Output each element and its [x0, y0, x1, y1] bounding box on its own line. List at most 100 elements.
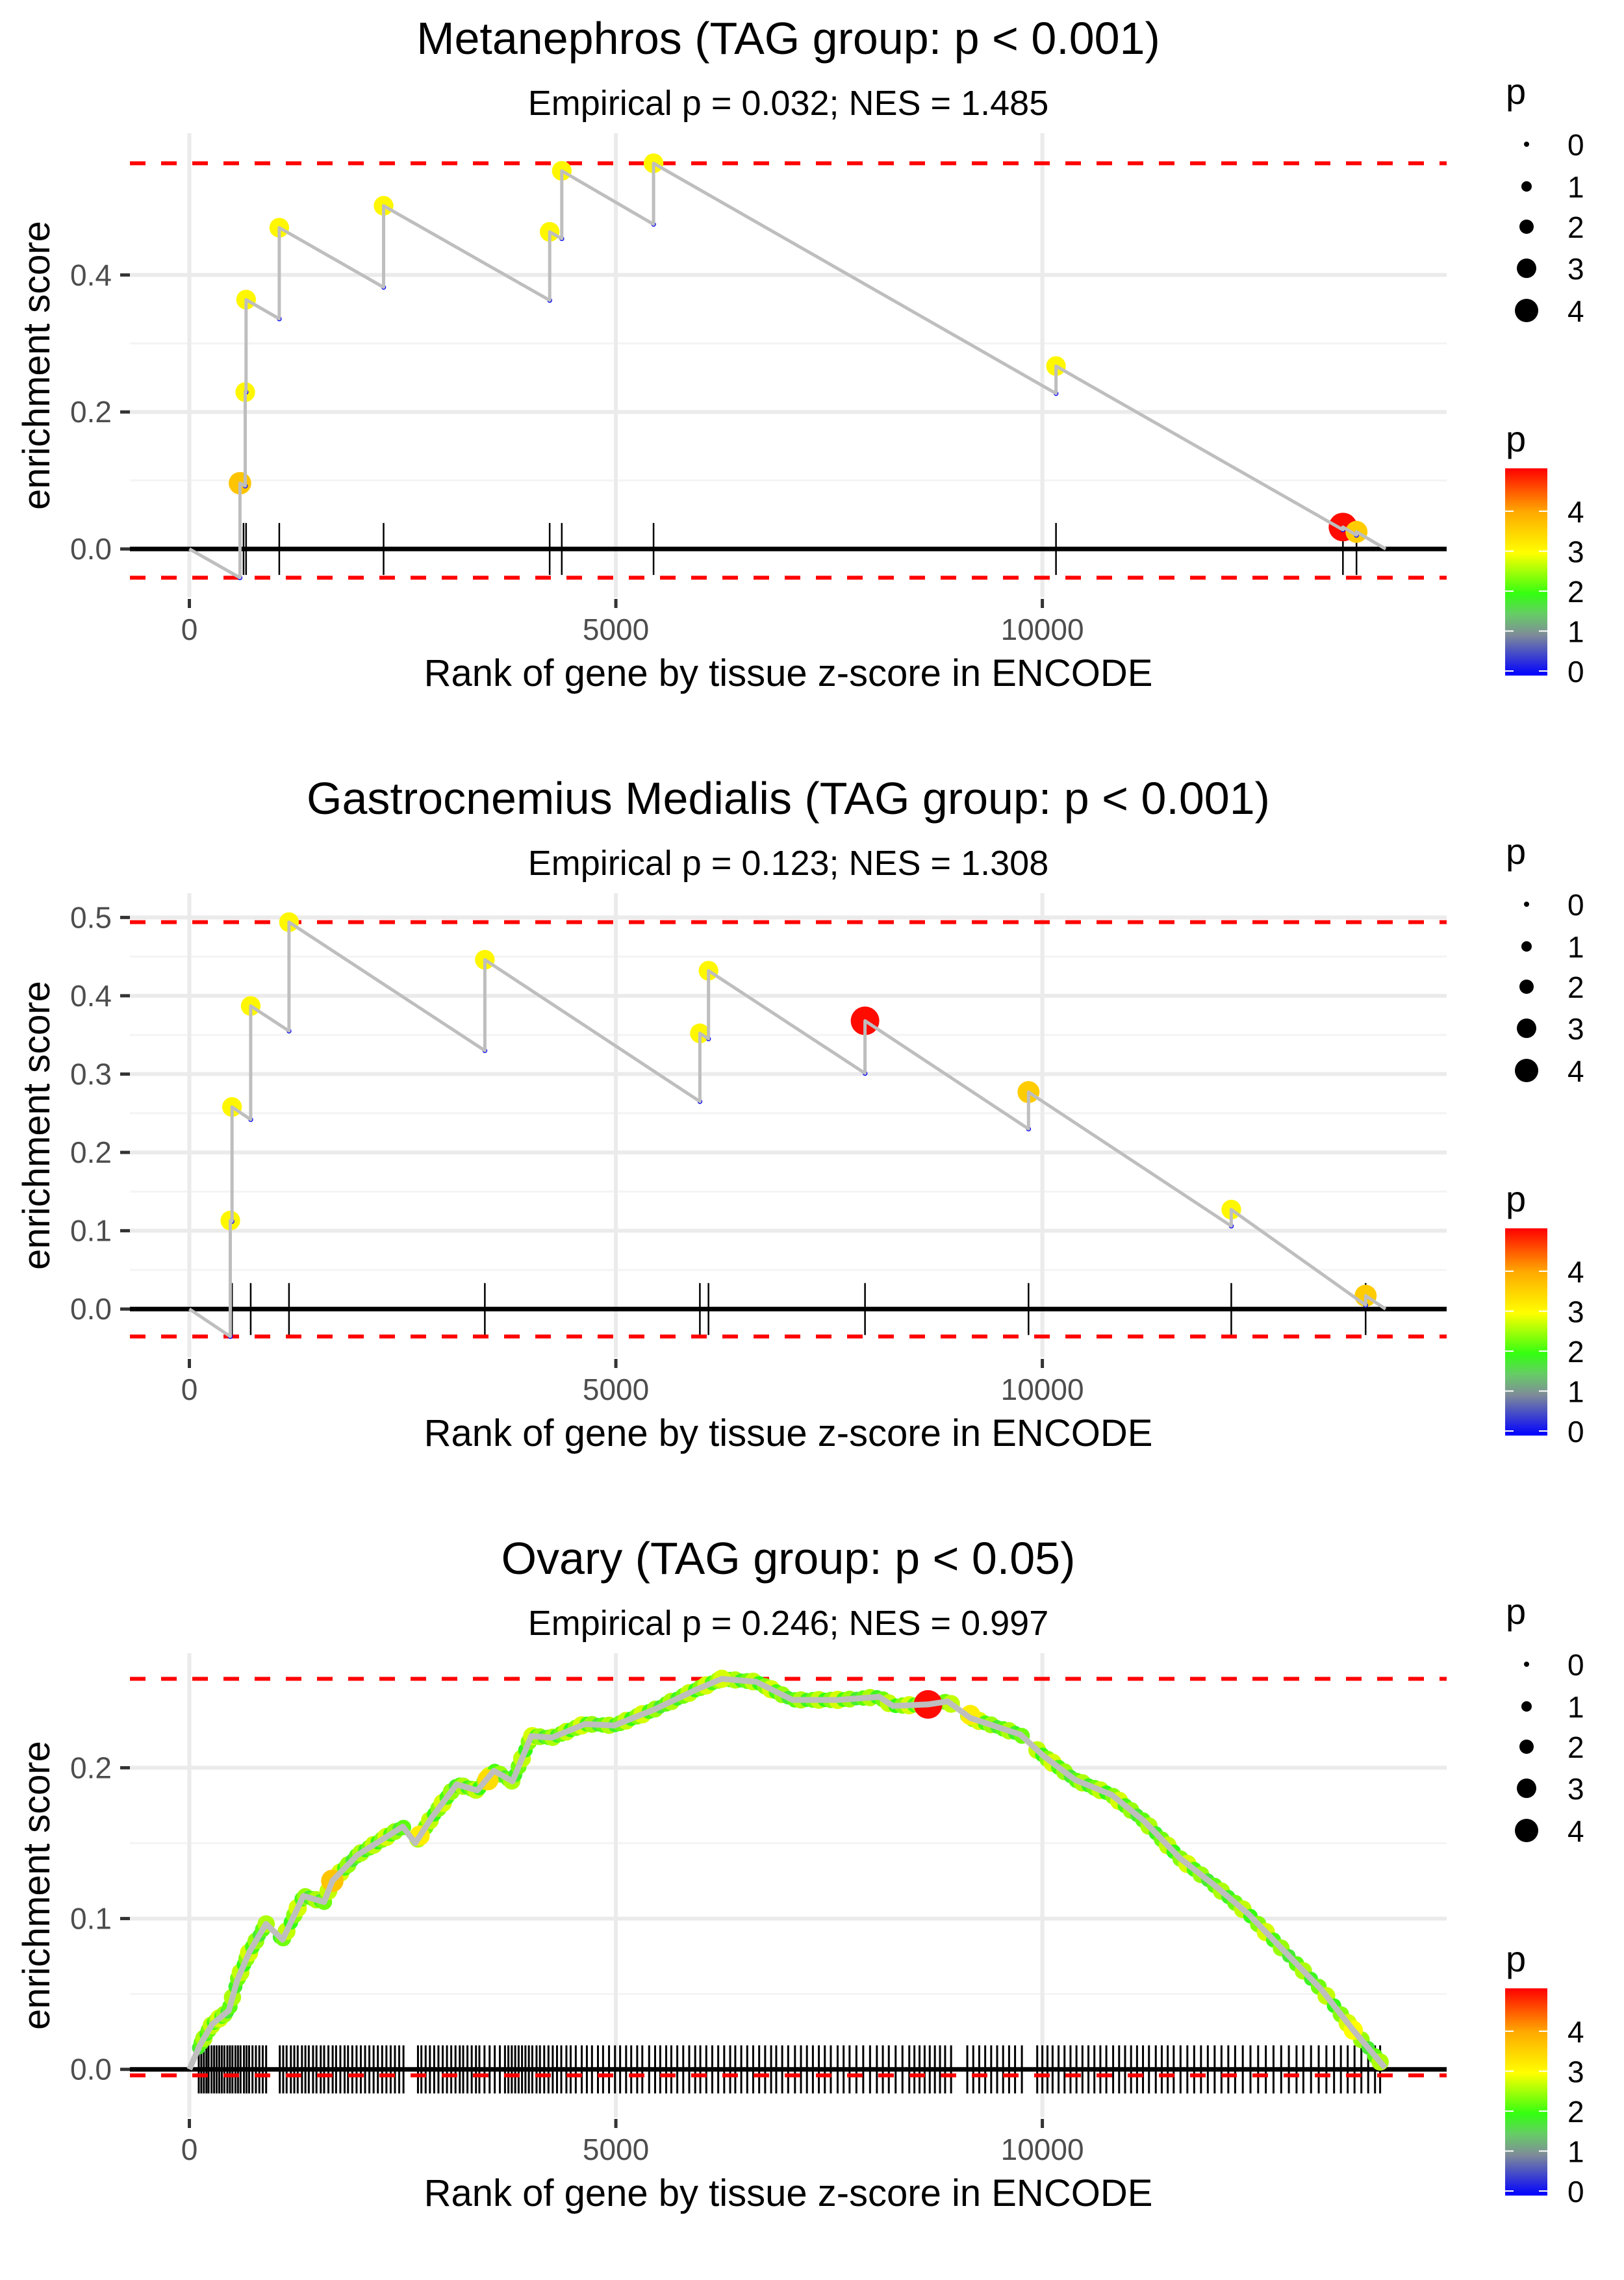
- size-legend-label: 1: [1567, 170, 1584, 204]
- color-legend-title: p: [1506, 1938, 1526, 1979]
- colorbar-label: 1: [1567, 1375, 1584, 1409]
- colorbar-label: 2: [1567, 1335, 1584, 1369]
- y-tick-label: 0.4: [70, 979, 112, 1013]
- colorbar-label: 3: [1567, 2055, 1584, 2089]
- es-curve: [188, 161, 1387, 579]
- y-tick-label: 0.5: [70, 900, 112, 934]
- gridlines: [130, 133, 1447, 598]
- colorbar-label: 2: [1567, 2095, 1584, 2129]
- size-legend-label: 3: [1567, 1772, 1584, 1806]
- chart-svg: Ovary (TAG group: p < 0.05) Empirical p =…: [16, 1533, 1584, 2214]
- x-tick-label: 5000: [583, 613, 649, 646]
- size-legend-key: [1521, 1701, 1532, 1712]
- x-tick-label: 10000: [1001, 1373, 1084, 1406]
- x-axis-title: Rank of gene by tissue z-score in ENCODE: [424, 2172, 1153, 2214]
- x-tick-label: 5000: [583, 2133, 649, 2166]
- size-legend-label: 1: [1567, 930, 1584, 964]
- size-legend-key: [1521, 941, 1532, 952]
- y-axis-title: enrichment score: [16, 221, 58, 510]
- colorbar-label: 1: [1567, 2135, 1584, 2169]
- size-legend-label: 0: [1567, 888, 1584, 922]
- colorbar-label: 3: [1567, 1295, 1584, 1329]
- size-legend-label: 3: [1567, 252, 1584, 286]
- size-legend-key: [1521, 181, 1532, 192]
- gridlines: [130, 893, 1447, 1358]
- size-legend-key: [1519, 1740, 1534, 1754]
- size-legend-label: 2: [1567, 210, 1584, 244]
- colorbar-label: 0: [1567, 655, 1584, 689]
- chart-subtitle: Empirical p = 0.032; NES = 1.485: [528, 84, 1048, 123]
- chart-panel-ovary: Ovary (TAG group: p < 0.05) Empirical p =…: [0, 1520, 1624, 2280]
- size-legend-label: 0: [1567, 1648, 1584, 1682]
- chart-panel-gastrocnemius-medialis: Gastrocnemius Medialis (TAG group: p < 0…: [0, 760, 1624, 1520]
- chart-title: Metanephros (TAG group: p < 0.001): [416, 13, 1160, 64]
- size-legend-label: 2: [1567, 1730, 1584, 1764]
- size-legend-key: [1517, 1779, 1536, 1798]
- y-tick-label: 0.0: [70, 532, 112, 566]
- es-curve: [188, 920, 1387, 1338]
- y-tick-label: 0.1: [70, 1902, 112, 1936]
- chart-svg: Gastrocnemius Medialis (TAG group: p < 0…: [16, 773, 1584, 1454]
- colorbar-label: 3: [1567, 535, 1584, 569]
- y-tick-label: 0.2: [70, 1751, 112, 1784]
- colorbar: [1505, 468, 1547, 676]
- colorbar-label: 4: [1567, 2015, 1584, 2049]
- chart-subtitle: Empirical p = 0.246; NES = 0.997: [528, 1604, 1048, 1643]
- size-legend-key: [1515, 299, 1538, 322]
- size-legend-label: 4: [1567, 1814, 1584, 1848]
- y-tick-label: 0.2: [70, 395, 112, 429]
- size-legend-key: [1524, 902, 1529, 907]
- size-legend-key: [1519, 980, 1534, 994]
- size-legend-label: 2: [1567, 970, 1584, 1004]
- data-points: [220, 912, 1377, 1339]
- hit-ticks: [239, 523, 1358, 576]
- colorbar-label: 1: [1567, 615, 1584, 649]
- size-legend-key: [1517, 259, 1536, 278]
- y-tick-label: 0.0: [70, 2053, 112, 2086]
- colorbar: [1505, 1988, 1547, 2196]
- y-axis-title: enrichment score: [16, 1741, 58, 2030]
- chart-title: Ovary (TAG group: p < 0.05): [501, 1533, 1076, 1584]
- x-tick-label: 10000: [1001, 613, 1084, 646]
- y-tick-label: 0.1: [70, 1214, 112, 1248]
- size-legend-label: 4: [1567, 294, 1584, 328]
- data-points: [192, 1669, 1389, 2071]
- size-legend-label: 1: [1567, 1690, 1584, 1724]
- color-legend-title: p: [1506, 1178, 1526, 1219]
- y-tick-label: 0.2: [70, 1135, 112, 1169]
- x-tick-label: 0: [181, 613, 198, 646]
- colorbar-label: 2: [1567, 575, 1584, 609]
- size-legend-title: p: [1506, 831, 1526, 872]
- colorbar-label: 0: [1567, 2175, 1584, 2209]
- x-axis-title: Rank of gene by tissue z-score in ENCODE: [424, 652, 1153, 694]
- chart-subtitle: Empirical p = 0.123; NES = 1.308: [528, 844, 1048, 883]
- colorbar-label: 0: [1567, 1415, 1584, 1449]
- y-tick-label: 0.3: [70, 1058, 112, 1091]
- x-tick-label: 0: [181, 2133, 198, 2166]
- hit-ticks: [197, 2045, 1382, 2094]
- es-curve: [186, 1676, 1388, 2071]
- size-legend-label: 0: [1567, 128, 1584, 162]
- colorbar-label: 4: [1567, 1255, 1584, 1289]
- data-points: [229, 153, 1368, 581]
- size-legend-key: [1519, 220, 1534, 234]
- chart-panel-metanephros: Metanephros (TAG group: p < 0.001) Empiri…: [0, 0, 1624, 760]
- x-tick-label: 10000: [1001, 2133, 1084, 2166]
- size-legend-key: [1524, 1662, 1529, 1667]
- x-tick-label: 0: [181, 1373, 198, 1406]
- colorbar-label: 4: [1567, 495, 1584, 529]
- chart-title: Gastrocnemius Medialis (TAG group: p < 0…: [307, 773, 1270, 824]
- size-legend-title: p: [1506, 1591, 1526, 1632]
- y-tick-label: 0.0: [70, 1292, 112, 1326]
- y-axis-title: enrichment score: [16, 981, 58, 1270]
- chart-svg: Metanephros (TAG group: p < 0.001) Empiri…: [16, 13, 1584, 694]
- x-axis-title: Rank of gene by tissue z-score in ENCODE: [424, 1412, 1153, 1454]
- size-legend-title: p: [1506, 71, 1526, 112]
- size-legend-key: [1524, 142, 1529, 147]
- colorbar: [1505, 1228, 1547, 1436]
- size-legend-label: 3: [1567, 1012, 1584, 1046]
- size-legend-key: [1517, 1019, 1536, 1038]
- size-legend-key: [1515, 1059, 1538, 1082]
- color-legend-title: p: [1506, 418, 1526, 459]
